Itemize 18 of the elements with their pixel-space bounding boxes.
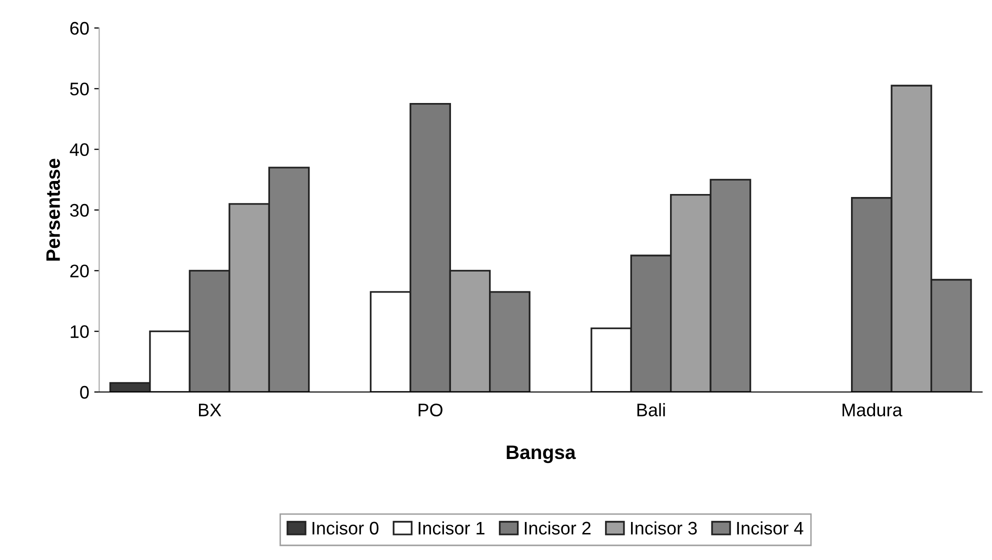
legend-label: Incisor 0	[312, 521, 378, 535]
legend-label: Incisor 4	[737, 521, 804, 535]
y-tick-label: 30	[70, 204, 89, 217]
legend-label: Incisor 3	[631, 521, 697, 535]
x-tick-label: BX	[199, 404, 222, 416]
x-axis-title: Bangsa	[506, 446, 576, 464]
x-tick-label: Madura	[842, 403, 902, 416]
y-tick-label: 40	[70, 143, 89, 156]
x-tick-label: Bali	[637, 403, 665, 416]
y-tick-label: 0	[80, 386, 89, 399]
y-tick-label: 50	[70, 82, 89, 96]
x-tick-label: PO	[418, 404, 442, 416]
legend-label: Incisor 2	[524, 521, 591, 535]
y-tick-label: 20	[70, 264, 89, 278]
y-tick-label: 10	[70, 325, 89, 338]
y-axis-title: Persentase	[46, 158, 60, 261]
legend-label: Incisor 1	[418, 521, 484, 535]
y-tick-label: 60	[70, 22, 89, 35]
